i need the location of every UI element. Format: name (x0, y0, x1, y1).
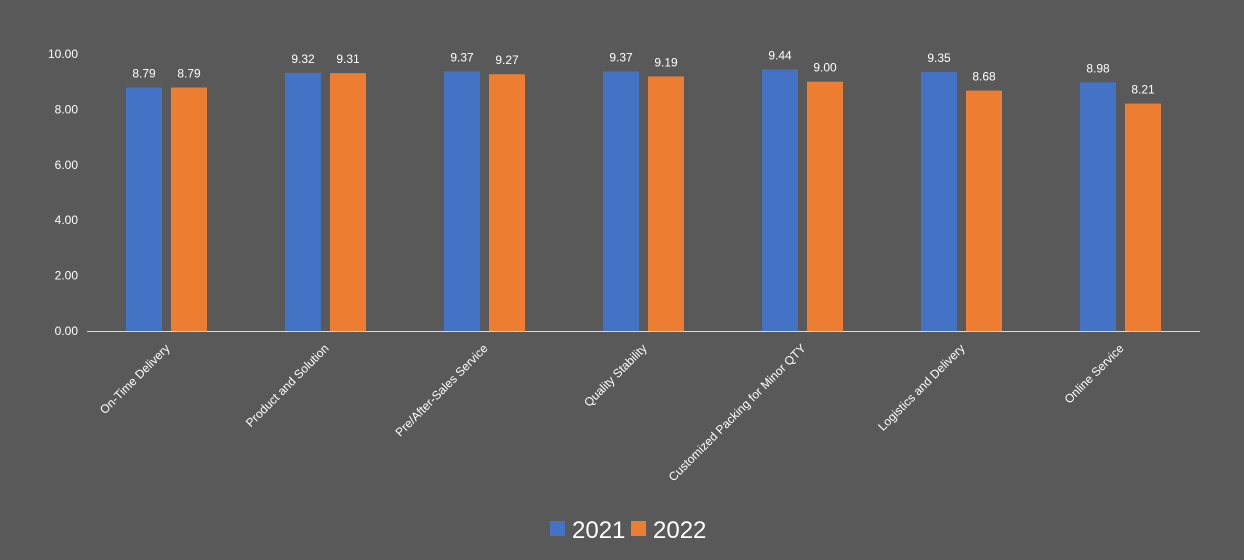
bar-2022-3 (648, 76, 684, 331)
bar-2021-6 (1080, 82, 1116, 331)
data-labels-group: 8.79 8.79 9.32 9.31 9.37 9.27 9.37 9.19 9.44 9.00… (132, 49, 1155, 97)
bar-2022-0 (171, 87, 207, 331)
bars-group (126, 69, 1161, 332)
y-tick-label: 10.00 (48, 47, 78, 61)
bar-2021-1 (285, 72, 321, 331)
data-label-2021-2: 9.37 (450, 50, 474, 64)
legend-swatch-2021 (550, 521, 565, 536)
bar-2021-4 (762, 69, 798, 332)
data-label-2022-6: 8.21 (1131, 83, 1155, 97)
data-label-2022-4: 9.00 (813, 61, 837, 75)
data-label-2022-0: 8.79 (177, 67, 201, 81)
x-tick-label: Pre/After-Sales Service (393, 341, 491, 439)
x-tick-label: Online Service (1062, 341, 1127, 406)
y-axis: 0.00 2.00 4.00 6.00 8.00 10.00 (48, 47, 78, 338)
y-tick-label: 2.00 (55, 269, 79, 283)
y-tick-label: 6.00 (55, 158, 79, 172)
data-label-2022-5: 8.68 (972, 70, 996, 84)
x-tick-label: Product and Solution (243, 341, 332, 430)
bar-2022-4 (807, 81, 843, 331)
data-label-2021-0: 8.79 (132, 67, 156, 81)
data-label-2021-6: 8.98 (1086, 61, 1110, 75)
data-label-2021-5: 9.35 (927, 51, 951, 65)
legend-label-2022: 2022 (653, 517, 706, 544)
x-tick-label: Logistics and Delivery (875, 341, 967, 433)
x-tick-label: On-Time Delivery (97, 341, 173, 417)
data-label-2021-1: 9.32 (291, 52, 315, 66)
bar-2022-6 (1125, 103, 1161, 331)
legend-label-2021: 2021 (572, 517, 625, 544)
x-tick-label: Quality Stability (581, 341, 649, 409)
y-tick-label: 0.00 (55, 324, 79, 338)
data-label-2021-4: 9.44 (768, 49, 792, 63)
data-label-2022-2: 9.27 (495, 53, 519, 67)
bar-2021-5 (921, 72, 957, 331)
bar-2022-1 (330, 73, 366, 331)
bar-2022-2 (489, 74, 525, 331)
bar-2021-2 (444, 71, 480, 332)
data-label-2021-3: 9.37 (609, 50, 633, 64)
bar-2021-3 (603, 71, 639, 332)
legend: 2021 2022 (550, 517, 706, 544)
data-label-2022-3: 9.19 (654, 55, 678, 69)
bar-2021-0 (126, 87, 162, 331)
bar-2022-5 (966, 90, 1002, 332)
y-tick-label: 4.00 (55, 213, 79, 227)
x-axis-labels: On-Time Delivery Product and Solution Pre/… (97, 341, 1127, 484)
data-label-2022-1: 9.31 (336, 52, 360, 66)
legend-swatch-2022 (631, 521, 646, 536)
x-tick-label: Customized Packing for Minor QTY (666, 341, 809, 484)
y-tick-label: 8.00 (55, 102, 79, 116)
